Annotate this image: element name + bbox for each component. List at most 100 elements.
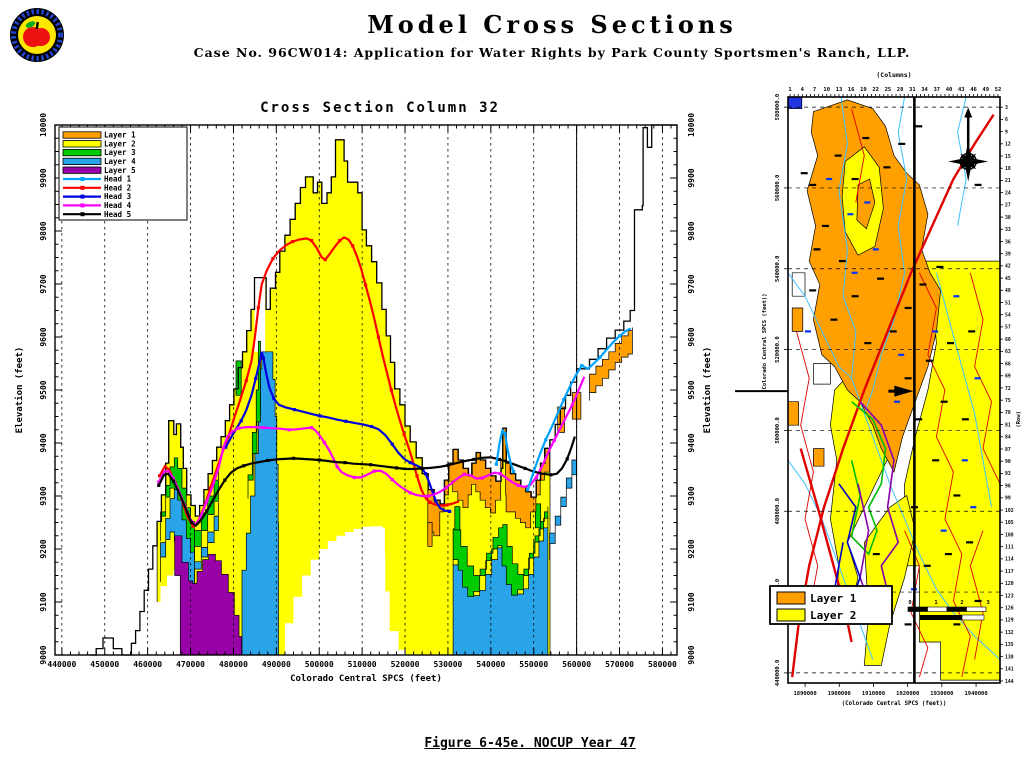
text-shape: 15 — [1005, 154, 1011, 160]
text-shape: 105 — [1005, 520, 1014, 526]
text-shape: 22 — [872, 87, 879, 93]
layer4-right-patch — [549, 445, 577, 560]
text-shape: 7 — [813, 87, 816, 93]
figure-caption: Figure 6-45e. NOCUP Year 47 — [424, 736, 636, 751]
report-header: Model Cross Sections Case No. 96CW014: A… — [80, 10, 1024, 60]
text-shape: 27 — [1005, 203, 1011, 209]
rect-shape — [376, 335, 381, 339]
head-line-head-3 — [224, 351, 452, 513]
rect-shape — [221, 446, 225, 450]
layer1-box-low — [427, 522, 433, 547]
rect-shape — [80, 212, 85, 217]
rect-shape — [80, 194, 85, 199]
text-shape: 520000.0 — [775, 336, 781, 363]
rect-shape — [372, 469, 376, 473]
chart-axes: 440000 450000 460000 470000 480000 490000 5000… — [14, 113, 713, 684]
rect-shape — [598, 355, 602, 359]
river-line — [935, 272, 992, 508]
rect-shape — [420, 466, 424, 471]
rect-shape — [244, 378, 248, 383]
text-shape: 66 — [1005, 361, 1011, 367]
layer1-streak — [589, 327, 633, 401]
rect-shape — [236, 426, 241, 430]
text-shape: 9100 — [39, 592, 48, 611]
rect-shape — [434, 499, 438, 503]
text-shape: 34 — [921, 87, 928, 93]
map-white-pocket-a — [813, 363, 831, 385]
text-shape: 54 — [1005, 313, 1011, 319]
rect-shape — [272, 396, 276, 401]
layer3-spike-b — [535, 503, 541, 529]
text-shape: 9600 — [39, 327, 48, 346]
scale-bar: 0 1 2 3 — [907, 600, 990, 621]
text-shape: 117 — [1005, 569, 1014, 575]
head-line-head-5 — [157, 436, 576, 528]
text-shape: 4 — [801, 87, 805, 93]
rect-shape — [287, 428, 291, 432]
rect-shape — [549, 473, 553, 477]
text-shape: 540000.0 — [775, 256, 781, 283]
rect-shape — [402, 432, 406, 437]
text-shape: 9200 — [687, 539, 696, 558]
text-shape: 19 — [860, 87, 867, 93]
rect-shape — [338, 238, 342, 243]
text-shape: 550000 — [519, 660, 548, 669]
compass-rose — [948, 107, 989, 182]
text-shape: 37 — [933, 87, 940, 93]
polygon-shape — [960, 158, 972, 170]
map-layer1-cell-c — [813, 448, 825, 467]
text-shape: 560000.0 — [775, 175, 781, 202]
rect-shape — [389, 388, 393, 392]
text-shape: 9100 — [687, 592, 696, 611]
layer3-spike-a — [454, 506, 461, 531]
rect-shape — [271, 256, 275, 261]
rect-shape — [503, 431, 507, 436]
rect-shape — [157, 483, 161, 487]
legend-swatch — [62, 140, 102, 148]
text-shape: 43 — [958, 87, 965, 93]
head-line-head-1 — [494, 327, 632, 492]
rect-shape — [157, 480, 161, 484]
rect-shape — [494, 462, 499, 466]
rect-shape — [424, 472, 428, 476]
text-shape: 9700 — [687, 274, 696, 293]
text-shape: Layer 1 — [810, 592, 857, 605]
text-shape: 9500 — [39, 380, 48, 399]
legend-swatch — [62, 157, 102, 165]
rect-shape — [961, 614, 985, 621]
rect-shape — [191, 524, 195, 528]
apple-icon — [32, 28, 50, 46]
rect-shape — [291, 456, 296, 460]
text-shape: 2 — [960, 600, 963, 606]
layer-fill-regions — [151, 139, 633, 656]
text-shape: 9400 — [687, 433, 696, 452]
rect-shape — [80, 177, 85, 181]
section-arrow — [894, 385, 914, 397]
rect-shape — [946, 606, 967, 612]
head-line-head-4 — [157, 376, 586, 527]
text-shape: 9900 — [687, 168, 696, 187]
road-line — [969, 530, 984, 660]
rect-shape — [205, 499, 209, 503]
text-shape: 9000 — [687, 645, 696, 664]
map-white-pocket-b — [791, 272, 806, 297]
text-shape: 87 — [1005, 447, 1011, 453]
text-shape: Layer 1 — [104, 131, 136, 140]
rect-shape — [351, 244, 355, 248]
text-shape: 9400 — [39, 433, 48, 452]
text-shape: 129 — [1005, 618, 1014, 624]
map-blue-blob — [788, 97, 803, 110]
highway-line — [791, 113, 995, 678]
white-notch-right — [279, 526, 406, 655]
text-shape: 81 — [1005, 422, 1011, 428]
rect-shape — [335, 465, 339, 469]
rect-shape — [516, 483, 520, 487]
layer3-column-strip — [247, 340, 261, 499]
text-shape: 0 — [908, 600, 911, 606]
rect-shape — [448, 509, 452, 513]
text-shape: 460000 — [133, 660, 162, 669]
map-layer1-island — [856, 178, 876, 230]
text-shape: 470000 — [176, 660, 205, 669]
text-shape: 1940000 — [964, 691, 987, 697]
